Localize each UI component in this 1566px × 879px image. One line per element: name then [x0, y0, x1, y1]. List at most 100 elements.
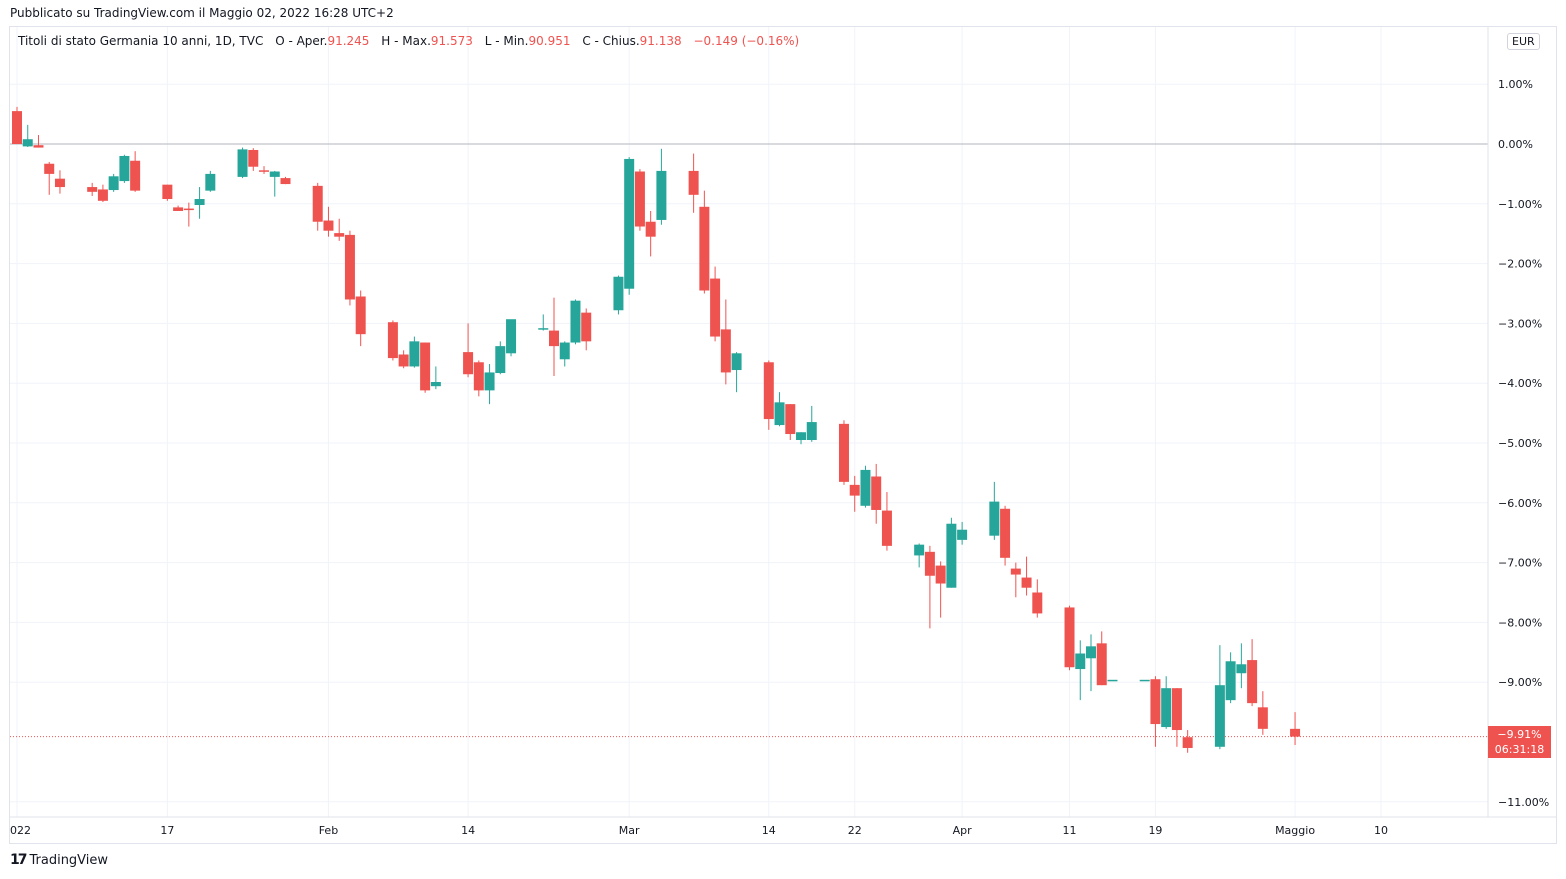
candle[interactable]	[710, 266, 721, 342]
candle[interactable]	[731, 352, 742, 393]
candle[interactable]	[409, 336, 420, 368]
x-tick-label: 14	[762, 824, 776, 837]
candle[interactable]	[506, 319, 517, 357]
candle[interactable]	[860, 465, 871, 508]
candle[interactable]	[559, 341, 570, 367]
candle[interactable]	[473, 360, 484, 397]
candle[interactable]	[881, 492, 892, 551]
candle[interactable]	[269, 170, 280, 197]
candle[interactable]	[785, 404, 796, 441]
candle[interactable]	[720, 299, 731, 385]
candle[interactable]	[849, 475, 860, 512]
candle[interactable]	[162, 184, 173, 201]
candle[interactable]	[323, 206, 334, 237]
candle-body	[634, 171, 645, 227]
candle[interactable]	[87, 182, 98, 197]
candle[interactable]	[1247, 639, 1258, 707]
candle[interactable]	[33, 135, 44, 148]
candle[interactable]	[1032, 579, 1043, 618]
candle[interactable]	[570, 299, 581, 345]
candle[interactable]	[463, 323, 474, 378]
candle[interactable]	[420, 342, 431, 393]
candle-body	[54, 178, 65, 188]
candle[interactable]	[248, 148, 259, 171]
candle-body	[1021, 577, 1032, 588]
candle[interactable]	[924, 545, 935, 629]
candle[interactable]	[173, 205, 184, 211]
candle[interactable]	[989, 481, 1000, 540]
candle[interactable]	[312, 182, 323, 231]
candle-body	[656, 170, 667, 220]
candle[interactable]	[237, 147, 248, 179]
candle[interactable]	[387, 320, 398, 361]
candle[interactable]	[806, 405, 817, 442]
candle[interactable]	[1107, 679, 1118, 682]
candle[interactable]	[1214, 645, 1225, 750]
candle-body	[645, 221, 656, 237]
candle[interactable]	[97, 184, 108, 203]
candle[interactable]	[656, 148, 667, 225]
candle[interactable]	[1139, 679, 1150, 682]
candle[interactable]	[538, 314, 549, 331]
candle[interactable]	[645, 210, 656, 257]
candle[interactable]	[205, 170, 216, 192]
candle[interactable]	[935, 561, 946, 618]
candle[interactable]	[634, 169, 645, 231]
candle[interactable]	[280, 176, 291, 185]
candle[interactable]	[1150, 676, 1161, 747]
candle[interactable]	[1010, 562, 1021, 598]
candle[interactable]	[484, 364, 495, 405]
currency-button[interactable]: EUR	[1507, 33, 1540, 50]
candle[interactable]	[914, 543, 925, 568]
candle[interactable]	[130, 151, 141, 192]
candle[interactable]	[1257, 691, 1268, 735]
candle[interactable]	[624, 157, 635, 295]
bar-countdown: 06:31:18	[1494, 743, 1545, 756]
candle[interactable]	[108, 173, 119, 192]
candle[interactable]	[1096, 631, 1107, 686]
candle[interactable]	[1171, 688, 1182, 747]
candle-body	[1064, 607, 1075, 668]
candle-body	[860, 469, 871, 506]
candle[interactable]	[1225, 652, 1236, 704]
candle[interactable]	[430, 366, 441, 390]
candle[interactable]	[44, 161, 55, 195]
candle[interactable]	[1086, 634, 1096, 692]
candle[interactable]	[838, 420, 849, 485]
candle[interactable]	[259, 166, 270, 174]
candle[interactable]	[1000, 505, 1011, 566]
candle[interactable]	[54, 170, 65, 194]
candle[interactable]	[957, 521, 968, 545]
candle[interactable]	[12, 106, 22, 144]
candle[interactable]	[1161, 676, 1172, 729]
candle[interactable]	[613, 275, 624, 315]
candle[interactable]	[946, 517, 957, 588]
candle[interactable]	[1064, 605, 1075, 671]
candle[interactable]	[1182, 730, 1193, 753]
candle[interactable]	[774, 392, 785, 427]
candle[interactable]	[871, 463, 882, 524]
candle[interactable]	[1236, 643, 1247, 689]
candle[interactable]	[763, 360, 774, 430]
candle[interactable]	[119, 154, 130, 183]
brand-name: TradingView	[29, 852, 109, 868]
candle[interactable]	[355, 290, 366, 347]
candle[interactable]	[22, 124, 33, 147]
candle[interactable]	[688, 153, 699, 213]
candle[interactable]	[1021, 556, 1032, 596]
candle[interactable]	[549, 297, 559, 377]
candle[interactable]	[183, 202, 194, 227]
candle[interactable]	[1290, 712, 1301, 745]
candle[interactable]	[398, 350, 409, 369]
candle[interactable]	[699, 190, 710, 294]
tradingview-logo[interactable]: 17 TradingView	[10, 852, 108, 868]
candle[interactable]	[194, 187, 205, 219]
candle[interactable]	[344, 230, 355, 306]
candle[interactable]	[495, 341, 506, 375]
candle[interactable]	[1075, 640, 1086, 701]
x-tick-label: 19	[1148, 824, 1162, 837]
candle[interactable]	[796, 432, 807, 445]
candle[interactable]	[581, 308, 592, 351]
candle[interactable]	[334, 218, 345, 241]
